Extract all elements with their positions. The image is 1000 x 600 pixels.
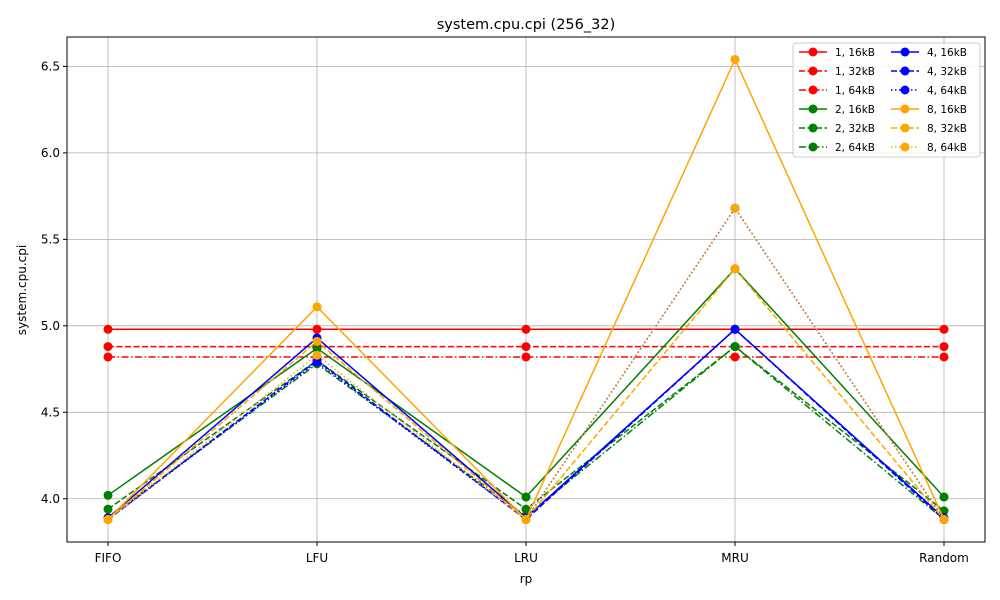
data-point [103,490,113,500]
x-tick-label: LRU [514,551,538,565]
legend-label: 8, 16kB [927,104,967,116]
legend-marker [900,47,910,57]
legend-entry: 1, 64kB [799,85,875,97]
legend-label: 4, 16kB [927,47,967,59]
y-tick-label: 6.5 [41,59,60,73]
legend-box [792,42,981,158]
legend-label: 1, 32kB [835,66,875,78]
legend-entry: 4, 32kB [891,66,967,78]
legend-entry: 2, 16kB [799,104,875,116]
data-point [521,515,531,525]
data-point [939,324,949,334]
data-point [103,352,113,362]
data-point [939,352,949,362]
data-point [312,357,322,367]
x-tick-label: FIFO [95,551,122,565]
data-point [521,492,531,502]
series-group [103,54,949,525]
series-line [107,328,945,521]
y-axis-title: system.cpu.cpi [15,245,29,335]
legend-entry: 8, 64kB [891,142,967,154]
data-point [312,336,322,346]
data-point [730,342,740,352]
data-point [103,342,113,352]
legend-marker [900,104,910,114]
series-8-64kb [103,203,949,525]
y-tick-label: 5.5 [41,232,60,246]
data-point [521,324,531,334]
legend-label: 1, 64kB [835,85,875,97]
data-point [939,515,949,525]
data-point [939,492,949,502]
y-tick-label: 4.5 [41,405,60,419]
data-point [103,504,113,514]
chart-title: system.cpu.cpi (256_32) [437,17,616,33]
data-point [730,264,740,274]
data-point [312,343,322,353]
legend-label: 2, 16kB [835,104,875,116]
data-point [730,203,740,213]
legend: 1, 16kB 1, 32kB 1, 64kB 2, 16kB 2, 32kB 2, 64… [792,42,981,158]
data-point [730,324,740,334]
legend-marker [808,104,818,114]
legend-marker [900,142,910,152]
data-point [521,342,531,352]
legend-label: 8, 32kB [927,123,967,135]
legend-entry: 8, 32kB [891,123,967,135]
legend-entry: 8, 16kB [891,104,967,116]
legend-marker [808,47,818,57]
data-point [103,324,113,334]
legend-marker [900,85,910,95]
legend-marker [808,85,818,95]
legend-entry: 1, 16kB [799,47,875,59]
y-tick-label: 5.0 [41,319,60,333]
legend-entry: 4, 64kB [891,85,967,97]
x-tick-label: MRU [721,551,748,565]
data-point [103,515,113,525]
data-point [312,302,322,312]
legend-label: 4, 32kB [927,66,967,78]
y-tick-label: 6.0 [41,146,60,160]
x-tick-label: Random [919,551,969,565]
x-axis-title: rp [520,572,533,586]
data-point [939,342,949,352]
legend-entry: 4, 16kB [891,47,967,59]
legend-marker [900,66,910,76]
legend-entry: 1, 32kB [799,66,875,78]
data-point [521,504,531,514]
legend-marker [808,123,818,133]
data-point [730,352,740,362]
x-tick-label: LFU [306,551,328,565]
axis-ticks: FIFO LFU LRU MRU Random 4.0 4.5 5.0 5.5 6.0 6.5 [41,59,969,565]
legend-entry: 2, 64kB [799,142,875,154]
y-tick-label: 4.0 [41,492,60,506]
data-point [312,350,322,360]
series-line [107,206,945,521]
legend-label: 4, 64kB [927,85,967,97]
legend-label: 8, 64kB [927,142,967,154]
data-point [312,324,322,334]
legend-marker [808,142,818,152]
legend-label: 2, 32kB [835,123,875,135]
legend-label: 1, 16kB [835,47,875,59]
data-point [730,54,740,64]
legend-label: 2, 64kB [835,142,875,154]
legend-marker [900,123,910,133]
data-point [521,352,531,362]
legend-marker [808,66,818,76]
legend-entry: 2, 32kB [799,123,875,135]
